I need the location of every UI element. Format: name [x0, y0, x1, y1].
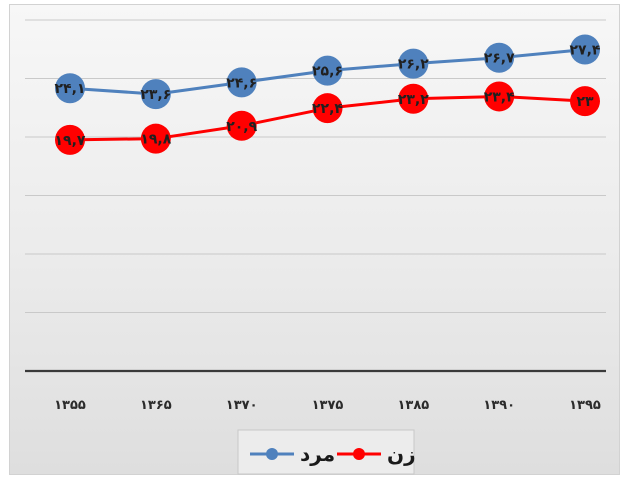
- data-point: [570, 86, 600, 117]
- x-tick-label: ۱۳۷۵: [312, 398, 344, 413]
- data-point: [398, 83, 429, 114]
- data-label: ۲۴,۱: [55, 81, 86, 97]
- x-axis: ۱۳۵۵ ۱۳۶۵ ۱۳۷۰ ۱۳۷۵ ۱۳۸۵ ۱۳۹۰ ۱۳۹۵: [25, 369, 606, 413]
- x-tick-label: ۱۳۸۵: [397, 398, 429, 413]
- x-tick-label: ۱۳۹۰: [483, 398, 515, 413]
- legend: مرد زن: [237, 429, 416, 475]
- data-point: [140, 79, 171, 110]
- data-point: [140, 123, 171, 154]
- data-labels: ۲۴,۱ ۲۳,۶ ۲۴,۶ ۲۵,۶ ۲۶,۲ ۲۶,۷ ۲۷,۴ ۱۹,۷ ۱۹,۸ ۲۰,۹…: [55, 43, 601, 149]
- data-label: ۲۲,۴: [312, 101, 343, 117]
- data-label: ۲۳,۴: [484, 89, 515, 105]
- data-label: ۲۶,۲: [398, 57, 429, 73]
- data-label: ۱۹,۸: [140, 132, 171, 148]
- data-label: ۲۳,۲: [398, 92, 429, 108]
- data-point: [570, 34, 600, 65]
- data-label: ۲۴,۶: [226, 75, 257, 91]
- data-point: [312, 55, 343, 86]
- data-label: ۲۳,۶: [140, 87, 171, 103]
- x-tick-label: ۱۳۶۵: [140, 398, 172, 413]
- data-point: [398, 48, 429, 79]
- data-point: [484, 42, 515, 73]
- legend-label: مرد: [300, 442, 335, 466]
- data-label: ۱۹,۷: [55, 133, 86, 149]
- data-label: ۲۰,۹: [226, 119, 257, 135]
- data-point: [312, 93, 343, 124]
- data-label: ۲۶,۷: [484, 51, 515, 67]
- data-label: ۲۳: [576, 94, 594, 110]
- data-point: [55, 124, 85, 155]
- data-label: ۲۷,۴: [570, 43, 601, 59]
- line-chart: ۱۳۵۵ ۱۳۶۵ ۱۳۷۰ ۱۳۷۵ ۱۳۸۵ ۱۳۹۰ ۱۳۹۵ ۲۴,۱ ۲۳,۶۲۴,…: [25, 19, 606, 475]
- x-tick-label: ۱۳۵۵: [54, 398, 86, 413]
- series-group: [55, 34, 600, 155]
- data-point: [226, 67, 257, 98]
- legend-marker: [266, 448, 278, 460]
- data-point: [226, 110, 257, 141]
- legend-label: زن: [387, 442, 416, 466]
- data-label: ۲۵,۶: [312, 64, 343, 80]
- x-tick-label: ۱۳۹۵: [569, 398, 601, 413]
- chart-area: ۱۳۵۵ ۱۳۶۵ ۱۳۷۰ ۱۳۷۵ ۱۳۸۵ ۱۳۹۰ ۱۳۹۵ ۲۴,۱ ۲۳,۶ ۲۴,…: [9, 4, 620, 475]
- legend-marker: [353, 448, 365, 460]
- data-point: [484, 81, 515, 112]
- x-tick-label: ۱۳۷۰: [226, 398, 258, 413]
- data-point: [55, 73, 85, 104]
